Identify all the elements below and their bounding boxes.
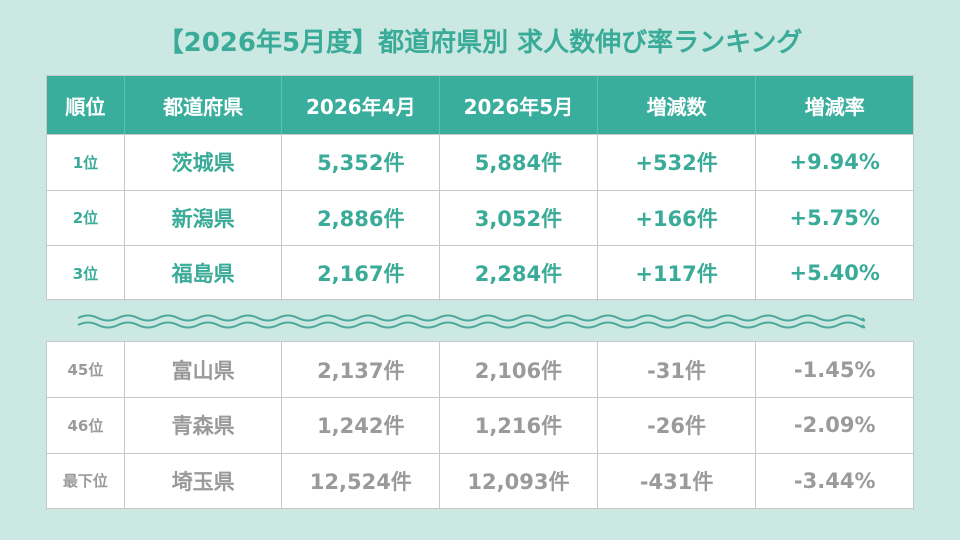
- table-cell: 3,052件: [439, 190, 597, 246]
- table-cell: 茨城県: [123, 135, 282, 190]
- table-row: 46位 青森県 1,242件 1,216件 -26件 -2.09%: [47, 397, 913, 453]
- table-cell: 5,352件: [281, 135, 439, 190]
- top-table: 順位 都道府県 2026年4月 2026年5月 増減数 増減率 1位 茨城県 5,352件 5,8…: [46, 75, 914, 301]
- table-cell: +117件: [596, 246, 756, 301]
- table-cell: -431件: [596, 453, 756, 508]
- table-cell: +5.40%: [755, 246, 913, 301]
- wave-separator: [77, 314, 866, 329]
- table-row: 最下位 埼玉県 12,524件 12,093件 -431件 -3.44%: [47, 452, 913, 508]
- table-cell: 2位: [72, 209, 99, 228]
- table-cell: 1,242件: [281, 398, 439, 453]
- table-cell: 1位: [72, 153, 99, 172]
- table-cell: 5,884件: [439, 135, 597, 190]
- table-cell: 12,093件: [439, 453, 597, 508]
- table-cell: -2.09%: [755, 398, 913, 453]
- table-cell: 新潟県: [123, 190, 282, 246]
- table-row: 1位 茨城県 5,352件 5,884件 +532件 +9.94%: [47, 134, 913, 190]
- table-cell: 最下位: [62, 472, 108, 491]
- table-cell: 46位: [67, 416, 104, 435]
- bottom-table: 45位 富山県 2,137件 2,106件 -31件 -1.45% 46位 青森県 1,242件…: [46, 341, 914, 509]
- table-cell: 2,886件: [281, 190, 439, 246]
- table-cell: -26件: [596, 398, 756, 453]
- table-row: 45位 富山県 2,137件 2,106件 -31件 -1.45%: [47, 342, 913, 398]
- table-cell: 45位: [67, 361, 104, 380]
- header-cell: 2026年5月: [439, 76, 597, 134]
- table-row: 2位 新潟県 2,886件 3,052件 +166件 +5.75%: [47, 189, 913, 246]
- header-row: 順位 都道府県 2026年4月 2026年5月 増減数 増減率: [47, 76, 913, 134]
- title: 【2026年5月度】都道府県別 求人数伸び率ランキング: [157, 28, 803, 58]
- table-cell: 青森県: [123, 398, 282, 453]
- table-cell: 2,137件: [281, 342, 439, 398]
- header-cell: 2026年4月: [281, 76, 439, 134]
- table-cell: +166件: [596, 190, 756, 246]
- table-cell: 富山県: [123, 342, 282, 398]
- table-cell: 埼玉県: [123, 453, 282, 508]
- header-cell: 順位: [65, 94, 106, 119]
- header-cell: 増減数: [596, 76, 756, 134]
- table-cell: +9.94%: [755, 135, 913, 190]
- table-cell: 3位: [72, 264, 99, 283]
- header-cell: 増減率: [755, 76, 913, 134]
- table-cell: 2,167件: [281, 246, 439, 301]
- table-cell: 12,524件: [281, 453, 439, 508]
- table-cell: 2,284件: [439, 246, 597, 301]
- table-cell: -3.44%: [755, 453, 913, 508]
- table-cell: 福島県: [123, 246, 282, 301]
- table-row: 3位 福島県 2,167件 2,284件 +117件 +5.40%: [47, 245, 913, 301]
- table-cell: +5.75%: [755, 190, 913, 246]
- table-cell: -31件: [596, 342, 756, 398]
- table-cell: 2,106件: [439, 342, 597, 398]
- table-cell: -1.45%: [755, 342, 913, 398]
- header-cell: 都道府県: [123, 76, 282, 134]
- table-cell: 1,216件: [439, 398, 597, 453]
- table-cell: +532件: [596, 135, 756, 190]
